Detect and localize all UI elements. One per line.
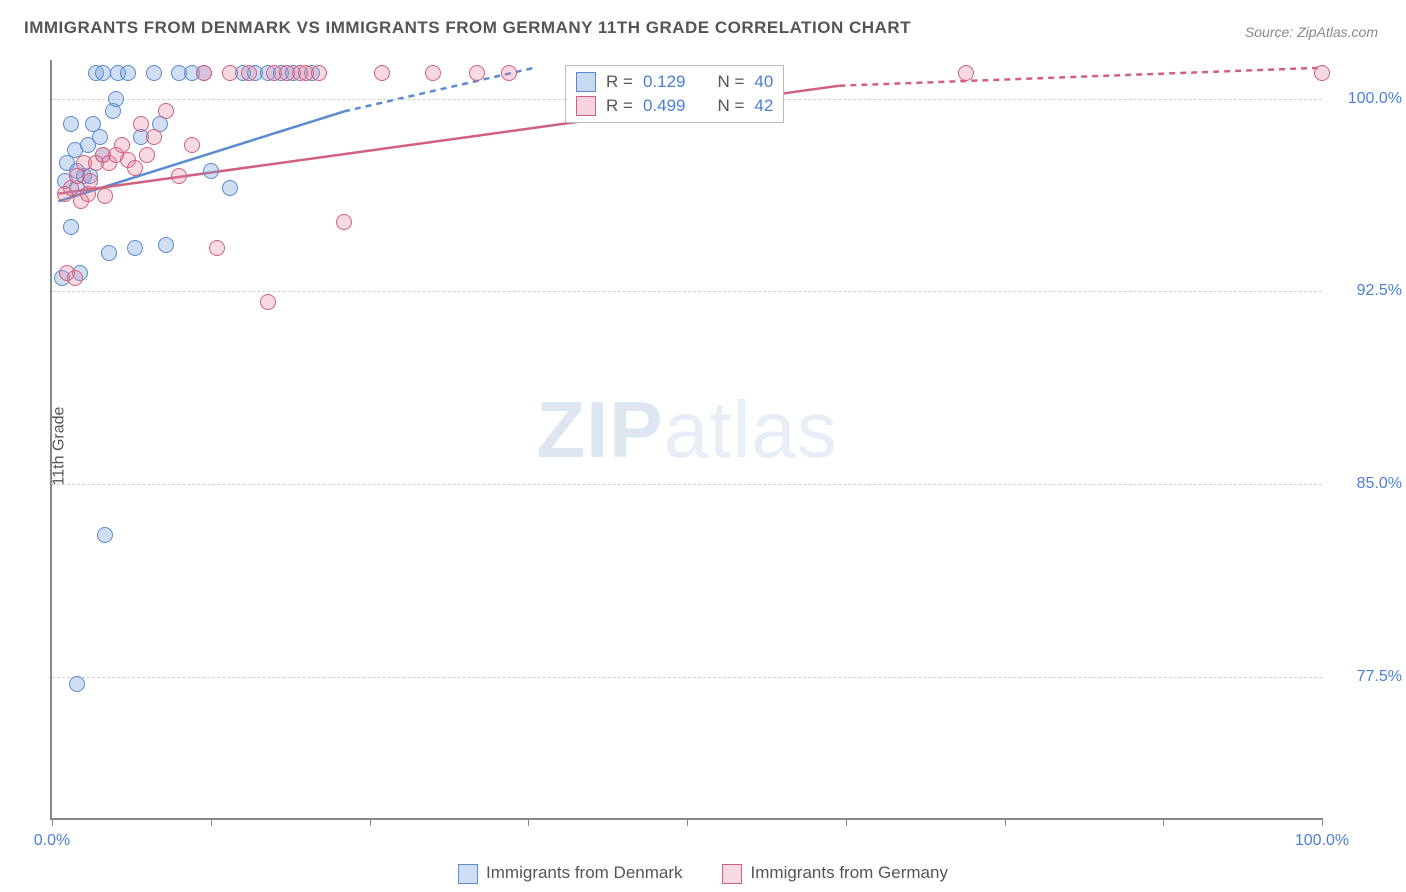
legend-r-value: 0.129 [643, 72, 686, 92]
source-name: ZipAtlas.com [1297, 24, 1378, 40]
data-point [97, 527, 113, 543]
data-point [469, 65, 485, 81]
series-legend: Immigrants from Denmark Immigrants from G… [458, 863, 948, 884]
x-tick [528, 818, 529, 826]
legend-r-value: 0.499 [643, 96, 686, 116]
x-tick [846, 818, 847, 826]
x-tick-label: 0.0% [34, 832, 70, 850]
y-tick-label: 92.5% [1332, 282, 1402, 300]
x-tick [370, 818, 371, 826]
data-point [222, 180, 238, 196]
data-point [92, 129, 108, 145]
legend-series-name: Immigrants from Germany [751, 863, 948, 882]
data-point [158, 237, 174, 253]
data-point [958, 65, 974, 81]
gridline-h [52, 484, 1322, 485]
data-point [260, 294, 276, 310]
trend-line [839, 68, 1322, 86]
plot-area: ZIPatlas 100.0%92.5%85.0%77.5%0.0%100.0% [50, 60, 1322, 820]
data-point [97, 188, 113, 204]
x-tick [1322, 818, 1323, 826]
data-point [63, 116, 79, 132]
data-point [120, 65, 136, 81]
data-point [69, 676, 85, 692]
gridline-h [52, 291, 1322, 292]
legend-n-label: N = [717, 72, 744, 92]
data-point [67, 270, 83, 286]
legend-swatch [458, 864, 478, 884]
chart-title: IMMIGRANTS FROM DENMARK VS IMMIGRANTS FR… [24, 18, 911, 38]
legend-swatch [576, 96, 596, 116]
x-tick [52, 818, 53, 826]
x-tick [211, 818, 212, 826]
x-tick-label: 100.0% [1295, 832, 1349, 850]
data-point [133, 116, 149, 132]
source-attribution: Source: ZipAtlas.com [1245, 24, 1378, 40]
legend-item: Immigrants from Germany [723, 863, 948, 884]
legend-n-label: N = [717, 96, 744, 116]
data-point [127, 160, 143, 176]
y-tick-label: 85.0% [1332, 475, 1402, 493]
data-point [184, 137, 200, 153]
data-point [209, 240, 225, 256]
data-point [139, 147, 155, 163]
data-point [203, 163, 219, 179]
legend-r-label: R = [606, 72, 633, 92]
source-prefix: Source: [1245, 24, 1297, 40]
data-point [146, 65, 162, 81]
legend-item: Immigrants from Denmark [458, 863, 682, 884]
legend-n-value: 40 [754, 72, 773, 92]
data-point [501, 65, 517, 81]
y-tick-label: 100.0% [1332, 90, 1402, 108]
data-point [1314, 65, 1330, 81]
x-tick [1163, 818, 1164, 826]
legend-row: R = 0.129 N = 40 [576, 70, 773, 94]
legend-series-name: Immigrants from Denmark [486, 863, 682, 882]
x-tick [1005, 818, 1006, 826]
data-point [311, 65, 327, 81]
data-point [196, 65, 212, 81]
y-tick-label: 77.5% [1332, 668, 1402, 686]
legend-r-label: R = [606, 96, 633, 116]
data-point [374, 65, 390, 81]
data-point [222, 65, 238, 81]
trend-lines-layer [52, 60, 1322, 818]
data-point [108, 91, 124, 107]
gridline-h [52, 677, 1322, 678]
data-point [425, 65, 441, 81]
data-point [114, 137, 130, 153]
data-point [336, 214, 352, 230]
x-tick [687, 818, 688, 826]
legend-row: R = 0.499 N = 42 [576, 94, 773, 118]
data-point [158, 103, 174, 119]
legend-n-value: 42 [754, 96, 773, 116]
data-point [95, 65, 111, 81]
legend-swatch [576, 72, 596, 92]
data-point [127, 240, 143, 256]
legend-swatch [723, 864, 743, 884]
data-point [146, 129, 162, 145]
data-point [63, 219, 79, 235]
data-point [171, 168, 187, 184]
data-point [82, 173, 98, 189]
correlation-legend: R = 0.129 N = 40 R = 0.499 N = 42 [565, 65, 784, 123]
data-point [241, 65, 257, 81]
data-point [101, 245, 117, 261]
